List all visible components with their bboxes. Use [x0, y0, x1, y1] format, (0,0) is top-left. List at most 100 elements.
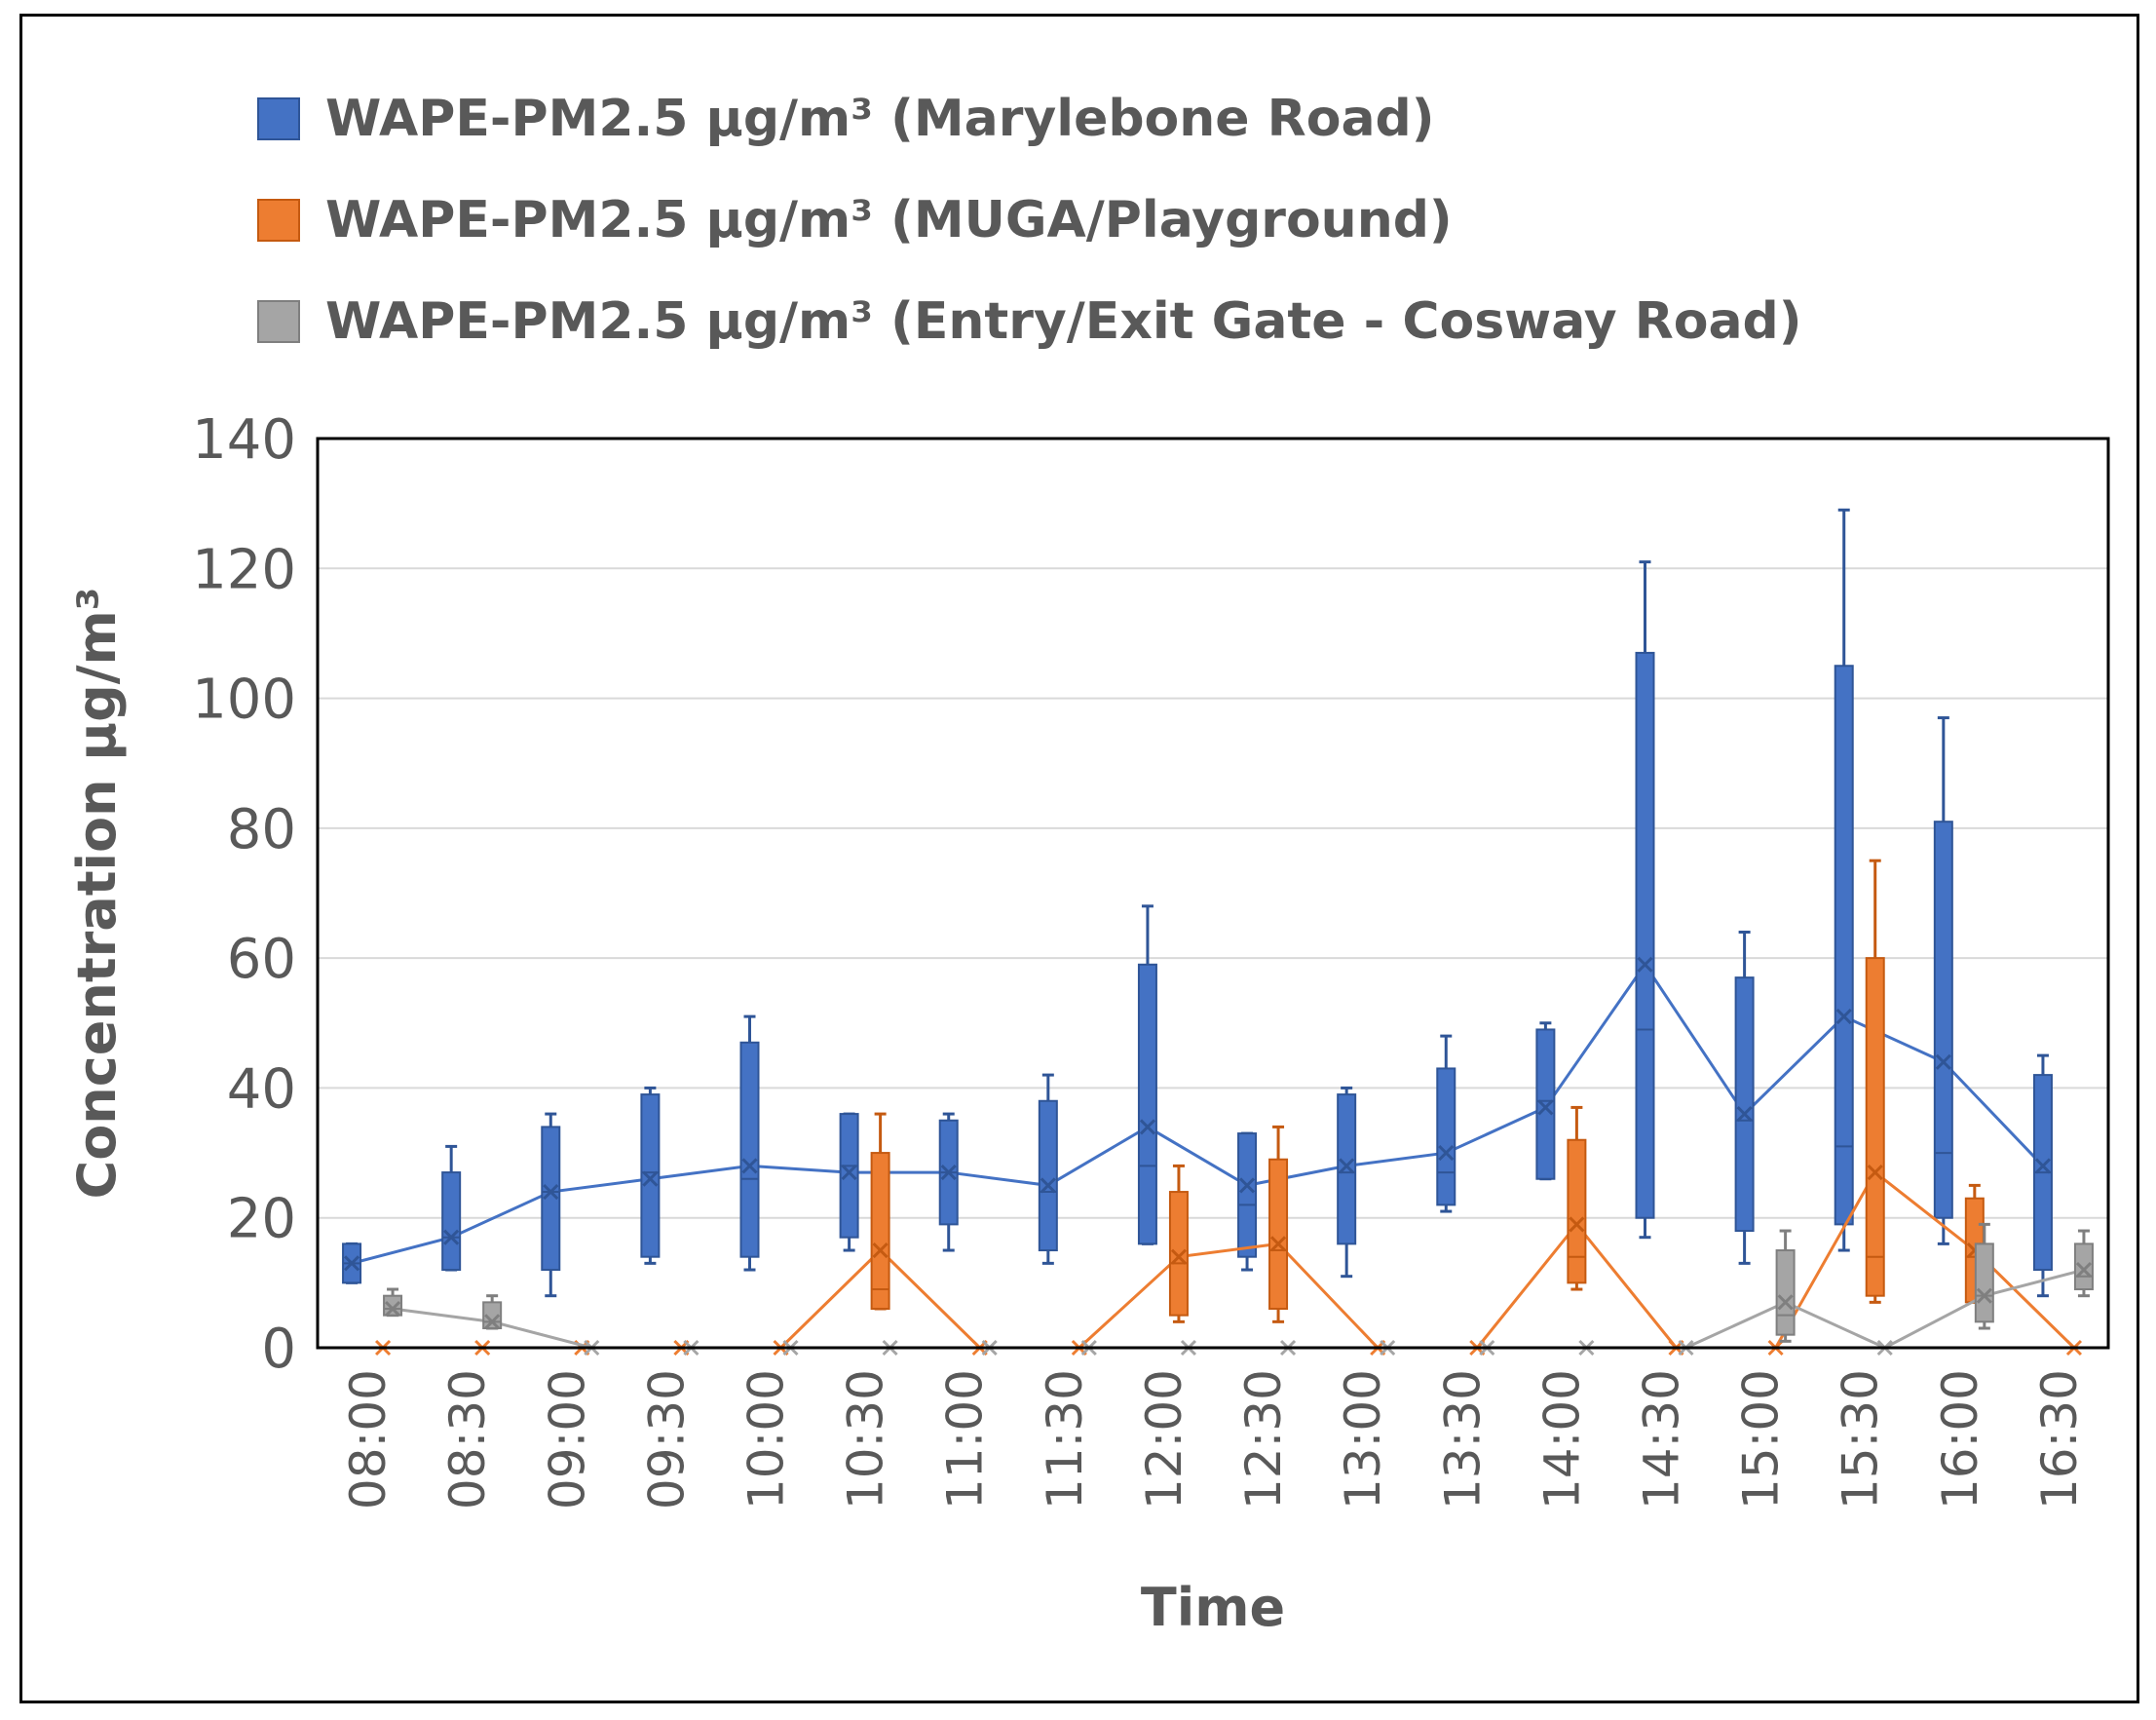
legend-label-marylebone: WAPE-PM2.5 µg/m³ (Marylebone Road)	[325, 90, 1435, 148]
mean-line	[392, 1268, 2085, 1350]
x-tick-label: 10:00	[738, 1369, 795, 1510]
mean-marker	[484, 1314, 501, 1330]
mean-marker	[741, 1158, 758, 1174]
legend-label-muga: WAPE-PM2.5 µg/m³ (MUGA/Playground)	[325, 191, 1453, 249]
mean-marker	[1867, 1164, 1883, 1181]
mean-marker	[940, 1164, 957, 1181]
chart-frame	[19, 14, 2139, 1703]
box-14:00	[1535, 1028, 1556, 1180]
legend: WAPE-PM2.5 µg/m³ (Marylebone Road) WAPE-…	[257, 68, 1802, 372]
mean-marker	[1269, 1236, 1287, 1252]
y-tick-label: 40	[227, 1057, 296, 1121]
box-13:00	[1337, 1093, 1357, 1245]
x-tick-label: 16:30	[2031, 1369, 2088, 1510]
mean-marker	[2034, 1158, 2052, 1174]
x-tick-label: 12:00	[1136, 1369, 1192, 1510]
x-axis-title: Time	[1141, 1577, 1285, 1638]
mean-marker	[1736, 1106, 1753, 1123]
mean-marker	[1935, 1053, 1951, 1070]
y-tick-label: 60	[227, 928, 296, 991]
box-15:30	[1834, 665, 1854, 1226]
x-tick-label: 13:00	[1335, 1369, 1391, 1510]
mean-marker	[443, 1229, 460, 1245]
mean-marker	[1238, 1177, 1256, 1194]
mean-marker	[1139, 1119, 1156, 1135]
mean-marker	[343, 1255, 360, 1272]
y-tick-label: 80	[227, 798, 296, 861]
legend-item-cosway: WAPE-PM2.5 µg/m³ (Entry/Exit Gate - Cosw…	[257, 271, 1802, 372]
series-0	[342, 508, 2053, 1298]
x-tick-label: 15:00	[1733, 1369, 1790, 1510]
box-15:00	[1734, 976, 1755, 1233]
mean-marker	[1339, 1158, 1355, 1174]
mean-marker	[1040, 1177, 1056, 1194]
x-tick-label: 14:30	[1634, 1369, 1690, 1510]
box-13:30	[1436, 1067, 1456, 1206]
box-16:00	[1974, 1242, 1994, 1323]
plot-area-border	[316, 437, 2110, 1350]
legend-swatch-marylebone	[257, 97, 300, 140]
y-axis-ticks: 0 20 40 60 80 100 120 140	[192, 408, 296, 1381]
box-12:00	[1137, 963, 1157, 1245]
box-15:00	[1775, 1249, 1796, 1336]
series-2	[383, 1222, 2094, 1357]
mean-line	[383, 1169, 2075, 1350]
x-tick-label: 11:30	[1037, 1369, 1093, 1510]
mean-marker	[872, 1242, 889, 1259]
x-tick-label: 14:00	[1533, 1369, 1590, 1510]
mean-marker	[841, 1164, 857, 1181]
legend-swatch-muga	[257, 199, 300, 242]
x-tick-label: 13:30	[1434, 1369, 1491, 1510]
box-08:30	[441, 1171, 462, 1272]
box-08:00	[383, 1294, 403, 1317]
box-10:30	[870, 1152, 890, 1311]
y-tick-label: 20	[227, 1188, 296, 1251]
mean-marker	[384, 1300, 401, 1318]
box-10:00	[739, 1041, 760, 1258]
x-tick-label: 15:30	[1833, 1369, 1889, 1510]
box-14:00	[1567, 1138, 1587, 1284]
mean-marker	[1170, 1248, 1188, 1265]
box-12:00	[1168, 1191, 1189, 1317]
x-tick-label: 12:30	[1235, 1369, 1292, 1510]
y-tick-label: 0	[261, 1318, 296, 1381]
y-tick-label: 100	[192, 669, 296, 732]
mean-marker	[642, 1170, 659, 1187]
mean-marker	[1438, 1145, 1455, 1162]
box-10:30	[839, 1113, 859, 1239]
x-tick-label: 11:00	[937, 1369, 994, 1510]
box-15:30	[1865, 957, 1885, 1297]
mean-marker	[1637, 956, 1653, 973]
mean-marker	[1777, 1294, 1794, 1311]
mean-marker	[2075, 1261, 2093, 1279]
y-tick-label: 140	[192, 408, 296, 472]
x-tick-label: 08:30	[439, 1369, 496, 1510]
mean-marker	[543, 1183, 559, 1201]
y-tick-label: 120	[192, 538, 296, 601]
box-09:00	[541, 1126, 561, 1272]
legend-item-marylebone: WAPE-PM2.5 µg/m³ (Marylebone Road)	[257, 68, 1802, 170]
y-axis-title: Concentration µg/m³	[66, 588, 128, 1200]
mean-marker	[1569, 1216, 1585, 1233]
series-1	[374, 859, 2083, 1357]
legend-item-muga: WAPE-PM2.5 µg/m³ (MUGA/Playground)	[257, 170, 1802, 271]
mean-line	[351, 962, 2045, 1265]
x-tick-label: 09:00	[539, 1369, 595, 1510]
box-16:30	[2073, 1242, 2094, 1291]
x-tick-label: 09:30	[638, 1369, 695, 1510]
legend-swatch-cosway	[257, 300, 300, 343]
mean-marker	[1835, 1009, 1852, 1025]
x-tick-label: 10:30	[838, 1369, 894, 1510]
box-14:30	[1635, 651, 1655, 1219]
legend-label-cosway: WAPE-PM2.5 µg/m³ (Entry/Exit Gate - Cosw…	[325, 292, 1802, 351]
x-tick-label: 08:00	[340, 1369, 397, 1510]
box-09:30	[640, 1093, 661, 1258]
mean-marker	[1537, 1099, 1554, 1116]
x-tick-label: 16:00	[1932, 1369, 1988, 1510]
box-12:30	[1268, 1158, 1289, 1311]
x-axis-ticks: 08:00 08:30 09:00 09:30 10:00 10:30 11:00 11:30…	[340, 1369, 2088, 1510]
mean-marker	[1976, 1287, 1992, 1304]
box-11:30	[1038, 1099, 1058, 1252]
box-12:30	[1237, 1132, 1258, 1258]
